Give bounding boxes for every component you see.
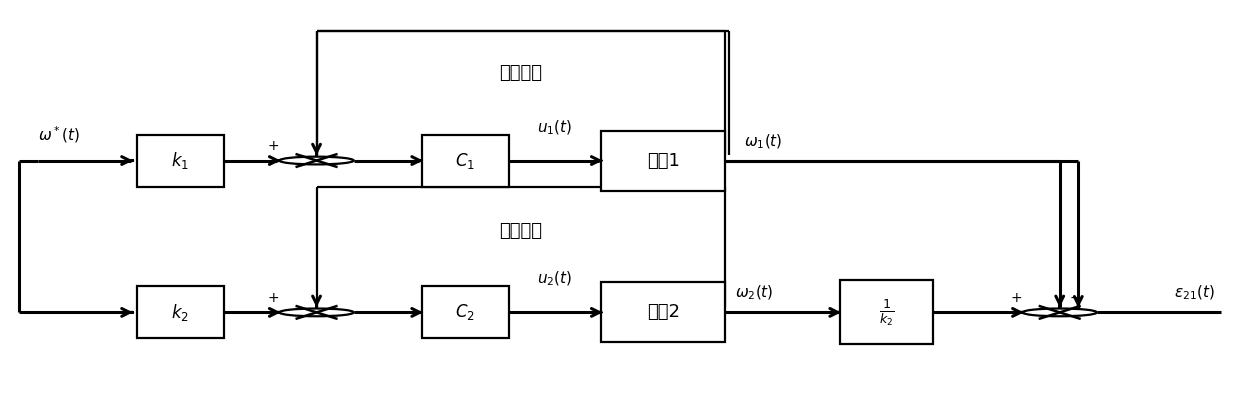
Bar	[601, 131, 725, 190]
Bar	[422, 135, 508, 186]
Bar	[601, 282, 725, 342]
Bar	[839, 280, 932, 344]
Text: $\omega^*(t)$: $\omega^*(t)$	[38, 124, 79, 144]
Text: $k_2$: $k_2$	[171, 302, 190, 323]
Text: $k_1$: $k_1$	[171, 150, 190, 171]
Text: $\frac{1}{k_2}$: $\frac{1}{k_2}$	[879, 297, 894, 328]
Text: 电机1: 电机1	[647, 152, 680, 170]
Text: +: +	[1011, 291, 1022, 305]
Text: −: −	[1070, 291, 1081, 305]
Text: $\omega_2(t)$: $\omega_2(t)$	[735, 284, 774, 302]
Text: 电机2: 电机2	[647, 304, 680, 321]
Text: $u_2(t)$: $u_2(t)$	[537, 270, 573, 288]
Bar	[136, 286, 223, 338]
Text: $C_2$: $C_2$	[455, 302, 475, 322]
Ellipse shape	[279, 157, 353, 164]
Text: $\omega_1(t)$: $\omega_1(t)$	[744, 132, 782, 150]
Text: $C_1$: $C_1$	[455, 150, 475, 170]
Ellipse shape	[279, 308, 353, 316]
Text: 跟踪闭环: 跟踪闭环	[500, 221, 542, 239]
Text: +: +	[268, 291, 279, 305]
Bar	[422, 286, 508, 338]
Text: $u_1(t)$: $u_1(t)$	[537, 118, 573, 137]
Bar	[136, 135, 223, 186]
Text: +: +	[268, 140, 279, 154]
Text: $\varepsilon_{21}(t)$: $\varepsilon_{21}(t)$	[1174, 284, 1214, 302]
Text: 跟踪闭环: 跟踪闭环	[500, 64, 542, 82]
Ellipse shape	[1023, 308, 1097, 316]
